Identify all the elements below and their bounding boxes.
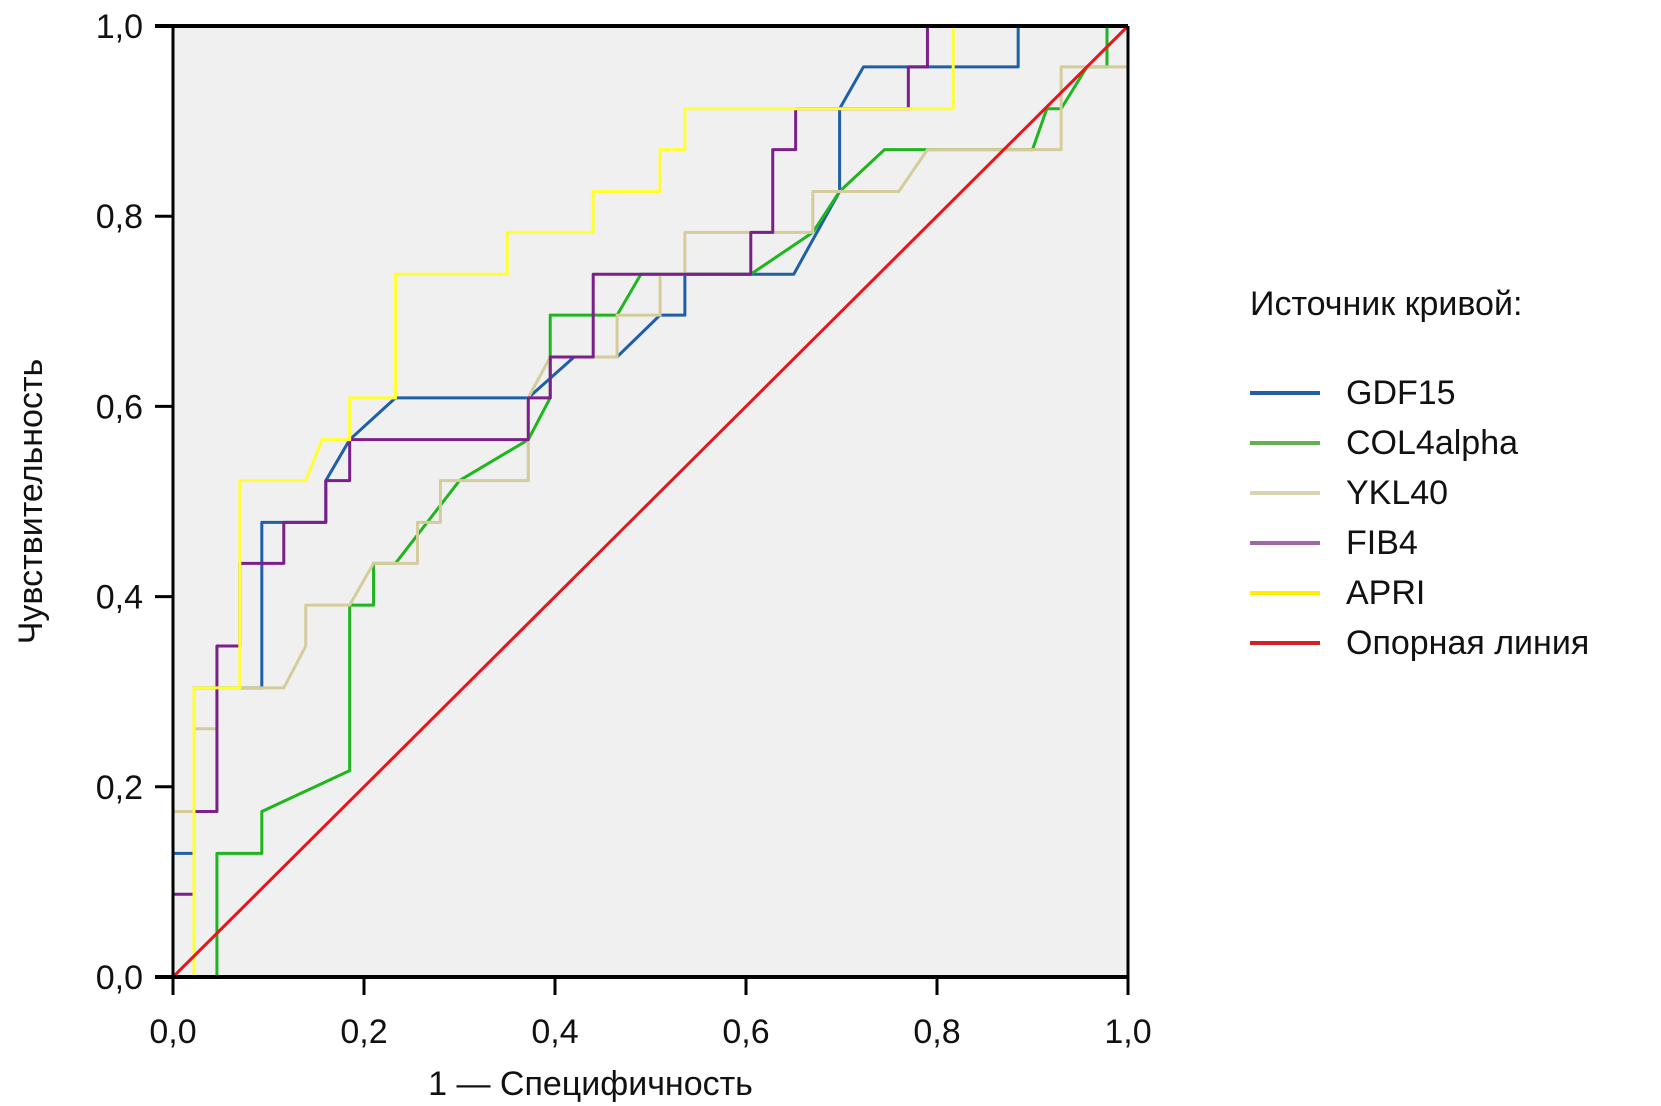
legend-label: APRI — [1346, 573, 1426, 612]
legend-title: Источник кривой: — [1250, 285, 1523, 323]
legend-label: YKL40 — [1346, 473, 1449, 512]
legend-label: FIB4 — [1346, 523, 1418, 562]
legend-swatch — [1250, 441, 1320, 445]
legend-swatch — [1250, 391, 1320, 395]
legend-item: APRI — [1250, 568, 1589, 618]
legend: Источник кривой: GDF15 COL4alpha YKL40 FIB4… — [1250, 285, 1589, 668]
legend-item: YKL40 — [1250, 468, 1589, 518]
legend-swatch — [1250, 591, 1320, 595]
legend-swatch — [1250, 491, 1320, 495]
x-tick-label: 0,6 — [722, 1013, 769, 1051]
series-layer — [171, 24, 1130, 979]
legend-label: Опорная линия — [1346, 623, 1590, 662]
legend-item: Опорная линия — [1250, 618, 1589, 668]
y-tick-label: 0,0 — [96, 959, 143, 997]
series-line-apri — [192, 24, 1128, 977]
y-axis-title: Чувствительность — [12, 359, 50, 644]
series-line-опорная-линия — [171, 24, 1130, 979]
y-tick-label: 0,6 — [96, 388, 143, 426]
legend-item: FIB4 — [1250, 518, 1589, 568]
legend-item: GDF15 — [1250, 368, 1589, 418]
legend-label: GDF15 — [1346, 373, 1456, 412]
x-tick-label: 0,0 — [149, 1013, 196, 1051]
y-tick-label: 0,4 — [96, 579, 143, 617]
legend-swatch — [1250, 541, 1320, 545]
x-tick-label: 0,4 — [531, 1013, 578, 1051]
y-tick-label: 0,2 — [96, 769, 143, 807]
y-tick-label: 0,8 — [96, 198, 143, 236]
legend-item: COL4alpha — [1250, 418, 1589, 468]
legend-items: GDF15 COL4alpha YKL40 FIB4 APRI Опорная линия — [1250, 368, 1589, 668]
x-tick-label: 0,2 — [340, 1013, 387, 1051]
series-line-col4alpha — [215, 24, 1128, 977]
legend-swatch — [1250, 641, 1320, 645]
axes-layer: 0,0 0,2 0,4 0,6 0,8 1,0 0,0 0,2 0,4 0,6 0,8 1,0 — [96, 8, 1152, 1051]
x-axis-title: 1 — Специфичность — [428, 1065, 753, 1103]
x-tick-label: 1,0 — [1104, 1013, 1151, 1051]
y-tick-label: 1,0 — [96, 8, 143, 46]
legend-label: COL4alpha — [1346, 423, 1519, 462]
x-tick-label: 0,8 — [913, 1013, 960, 1051]
